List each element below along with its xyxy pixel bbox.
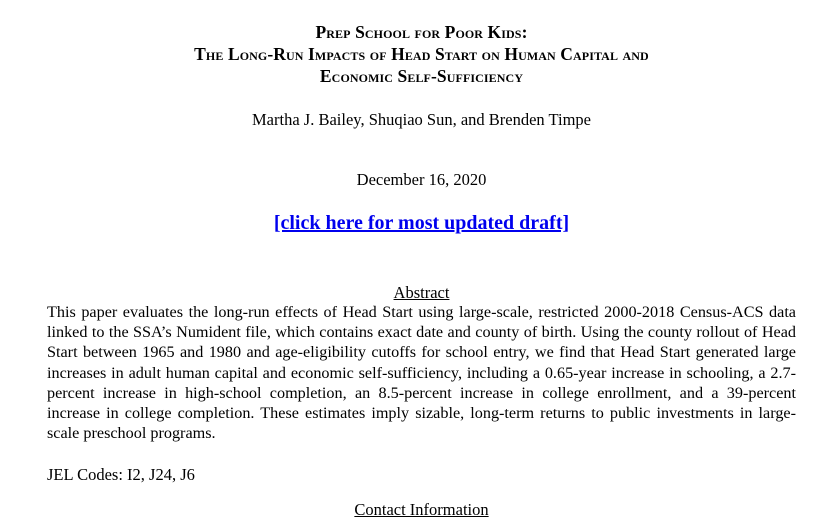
author-list: Martha J. Bailey, Shuqiao Sun, and Brend… bbox=[252, 110, 591, 129]
jel-codes: JEL Codes: I2, J24, J6 bbox=[47, 465, 195, 484]
draft-link-container: [click here for most updated draft] bbox=[0, 210, 833, 236]
abstract-text: This paper evaluates the long-run effect… bbox=[47, 303, 796, 443]
contact-heading: Contact Information bbox=[354, 500, 489, 519]
paper-date: December 16, 2020 bbox=[356, 170, 487, 189]
title-line-1: Prep School for Poor Kids: bbox=[315, 22, 528, 42]
abstract-heading: Abstract bbox=[393, 283, 450, 302]
title-line-2: The Long-Run Impacts of Head Start on Hu… bbox=[194, 44, 649, 64]
paper-page: Prep School for Poor Kids: The Long-Run … bbox=[0, 21, 833, 519]
updated-draft-link[interactable]: [click here for most updated draft] bbox=[273, 212, 570, 234]
paper-title: Prep School for Poor Kids: The Long-Run … bbox=[0, 21, 833, 87]
title-line-3: Economic Self-Sufficiency bbox=[319, 66, 524, 86]
